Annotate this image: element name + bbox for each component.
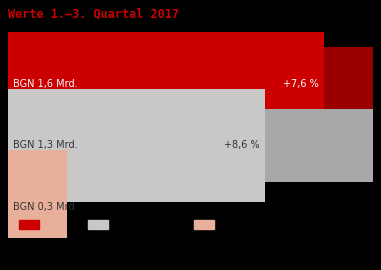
Bar [194,220,214,230]
Bar [8,27,324,140]
Text: BGN 1,6 Mrd.: BGN 1,6 Mrd. [13,79,78,89]
Bar [8,150,67,263]
Bar [265,109,381,182]
Bar [19,220,39,230]
Text: BGN 0,3 Mrd.: BGN 0,3 Mrd. [13,202,78,212]
Text: BGN 1,3 Mrd.: BGN 1,3 Mrd. [13,140,78,150]
Bar [8,89,265,202]
Text: +8,6 %: +8,6 % [224,140,259,150]
Text: +7,6 %: +7,6 % [283,79,319,89]
Bar [88,220,108,230]
Text: Werte 1.–3. Quartal 2017: Werte 1.–3. Quartal 2017 [8,7,179,20]
Bar [324,47,381,120]
